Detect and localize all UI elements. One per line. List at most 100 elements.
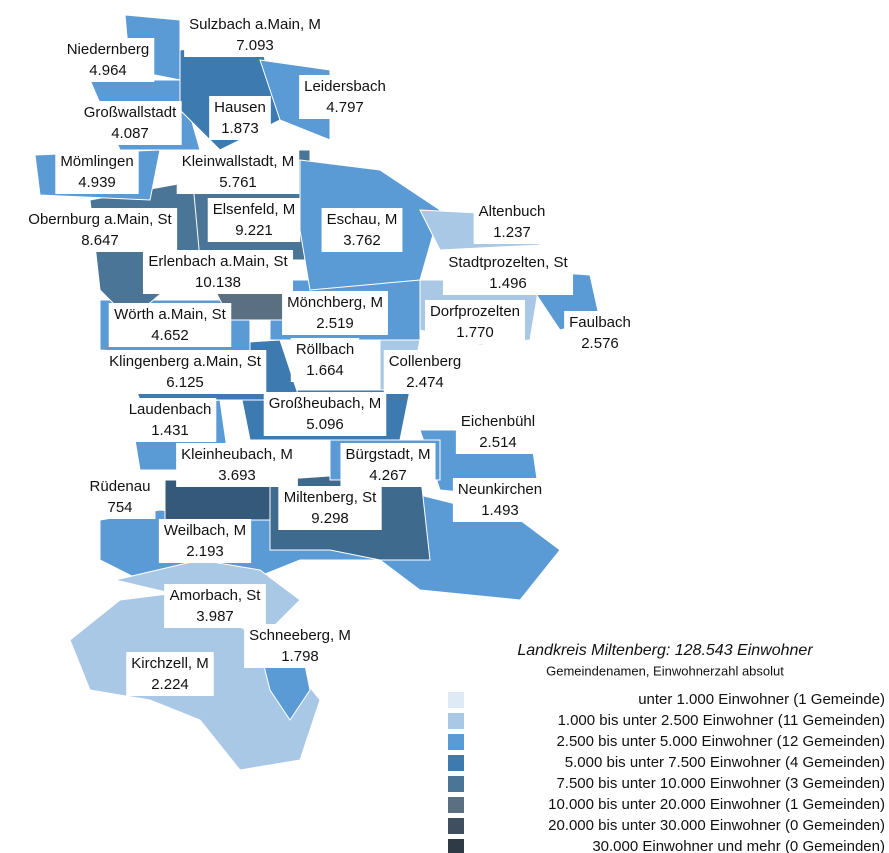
municipality-population: 7.093	[236, 37, 274, 54]
municipality-name: Eichenbühl	[461, 413, 535, 430]
legend-label: 1.000 bis unter 2.500 Einwohner (11 Geme…	[558, 712, 885, 729]
legend-swatch	[448, 797, 464, 813]
municipality-label: Bürgstadt, M 4.267	[340, 443, 436, 487]
municipality-population: 1.798	[281, 648, 319, 665]
municipality-label: Weilbach, M 2.193	[158, 519, 252, 563]
municipality-name: Großheubach, M	[269, 395, 382, 412]
municipality-population: 10.138	[195, 274, 241, 291]
municipality-name: Faulbach	[569, 314, 631, 331]
label-background	[340, 443, 436, 487]
municipality-label: Klingenberg a.Main, St 6.125	[103, 350, 267, 394]
municipality-label: Mönchberg, M 2.519	[282, 291, 388, 335]
municipality-name: Röllbach	[296, 341, 354, 358]
label-background	[123, 398, 217, 442]
municipality-population: 4.939	[78, 174, 116, 191]
label-background	[290, 338, 360, 382]
municipality-label: Dorfprozelten 1.770	[424, 300, 526, 344]
municipality-label: Neunkirchen 1.493	[452, 478, 548, 522]
municipality-population: 4.267	[369, 467, 407, 484]
label-background	[22, 208, 178, 252]
municipality-population: 5.761	[219, 174, 257, 191]
municipality-name: Kirchzell, M	[131, 655, 209, 672]
legend-swatch	[448, 776, 464, 792]
label-background	[207, 198, 301, 242]
municipality-label: Leidersbach 4.797	[299, 75, 391, 119]
label-background	[184, 13, 326, 57]
municipality-population: 3.693	[218, 467, 256, 484]
label-background	[455, 410, 541, 454]
label-background	[61, 38, 155, 82]
municipality-population: 1.873	[221, 120, 259, 137]
municipality-label: Elsenfeld, M 9.221	[207, 198, 301, 242]
legend-title: Landkreis Miltenberg: 128.543 Einwohner	[517, 642, 813, 659]
label-background	[55, 150, 139, 194]
municipality-name: Großwallstadt	[84, 104, 177, 121]
label-background	[158, 519, 252, 563]
legend-swatch	[448, 692, 464, 708]
municipality-population: 1.770	[456, 324, 494, 341]
municipality-label: Großheubach, M 5.096	[263, 392, 387, 436]
municipality-population: 6.125	[166, 374, 204, 391]
municipality-label: Großwallstadt 4.087	[78, 101, 182, 145]
municipality-population: 4.087	[111, 125, 149, 142]
municipality-population: 3.987	[196, 608, 234, 625]
label-background	[78, 101, 182, 145]
municipality-population: 1.431	[151, 422, 189, 439]
label-background	[164, 584, 266, 628]
label-background	[176, 150, 300, 194]
municipality-name: Neunkirchen	[458, 481, 542, 498]
label-background	[103, 350, 267, 394]
municipality-name: Miltenberg, St	[284, 489, 377, 506]
legend-swatch	[448, 839, 464, 853]
legend-swatch	[448, 818, 464, 834]
municipality-label: Altenbuch 1.237	[473, 200, 551, 244]
label-background	[473, 200, 551, 244]
label-background	[424, 300, 526, 344]
municipality-population: 5.096	[306, 416, 344, 433]
municipality-name: Rüdenau	[90, 478, 151, 495]
municipality-label: Erlenbach a.Main, St 10.138	[142, 250, 294, 294]
label-background	[321, 208, 403, 252]
municipality-name: Hausen	[214, 99, 266, 116]
municipality-population: 2.193	[186, 543, 224, 560]
label-background	[299, 75, 391, 119]
municipality-population: 2.224	[151, 676, 189, 693]
municipality-name: Elsenfeld, M	[213, 201, 296, 218]
municipality-label: Eichenbühl 2.514	[455, 410, 541, 454]
label-background	[442, 251, 574, 295]
municipality-population: 8.647	[81, 232, 119, 249]
municipality-label: Miltenberg, St 9.298	[278, 486, 382, 530]
legend-label: 30.000 Einwohner und mehr (0 Gemeinden)	[592, 838, 885, 853]
municipality-population: 1.664	[306, 362, 344, 379]
municipality-name: Amorbach, St	[170, 587, 262, 604]
municipality-name: Kleinwallstadt, M	[182, 153, 295, 170]
municipality-label: Eschau, M 3.762	[321, 208, 403, 252]
municipality-population: 3.762	[343, 232, 381, 249]
legend-label: 2.500 bis unter 5.000 Einwohner (12 Geme…	[556, 733, 885, 750]
legend-swatch	[448, 734, 464, 750]
label-background	[263, 392, 387, 436]
legend-swatch	[448, 755, 464, 771]
municipality-label: Stadtprozelten, St 1.496	[442, 251, 574, 295]
label-background	[564, 311, 636, 355]
label-background	[452, 478, 548, 522]
municipality-label: Faulbach 2.576	[564, 311, 636, 355]
legend: unter 1.000 Einwohner (1 Gemeinde) 1.000 …	[448, 691, 885, 853]
municipality-label: Wörth a.Main, St 4.652	[108, 303, 232, 347]
municipality-population: 4.797	[326, 99, 364, 116]
municipality-label: Laudenbach 1.431	[123, 398, 217, 442]
label-background	[244, 624, 356, 668]
label-background	[126, 652, 214, 696]
labels: Sulzbach a.Main, M 7.093 Niedernberg 4.964 L…	[22, 13, 636, 696]
municipality-name: Erlenbach a.Main, St	[148, 253, 288, 270]
municipality-name: Altenbuch	[479, 203, 546, 220]
label-background	[278, 486, 382, 530]
municipality-name: Niedernberg	[67, 41, 150, 58]
municipality-label: Röllbach 1.664	[290, 338, 360, 382]
municipality-label: Mömlingen 4.939	[55, 150, 139, 194]
municipality-name: Laudenbach	[129, 401, 212, 418]
municipality-label: Obernburg a.Main, St 8.647	[22, 208, 178, 252]
municipality-name: Stadtprozelten, St	[448, 254, 568, 271]
legend-label: 20.000 bis unter 30.000 Einwohner (0 Gem…	[548, 817, 885, 834]
municipality-population: 1.237	[493, 224, 531, 241]
